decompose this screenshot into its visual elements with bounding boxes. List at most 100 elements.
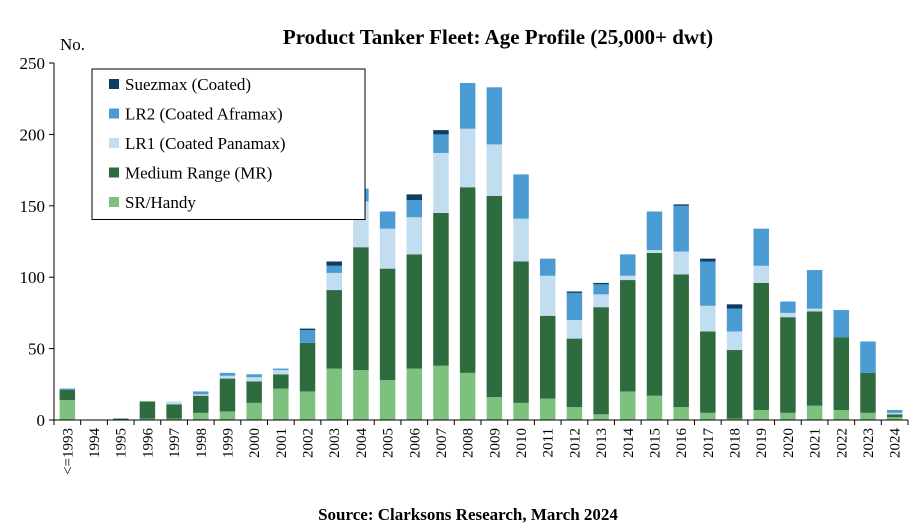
bar-sr-handy-2005 (379, 380, 396, 420)
bar-sr-handy-2010 (513, 402, 529, 420)
bar-lr2-coated-aframax-2016 (673, 205, 689, 252)
bar-sr-handy-2017 (700, 412, 716, 420)
bar-lr1-coated-panamax-1999 (219, 375, 236, 379)
bar-medium-range-mr-2018 (726, 350, 743, 419)
y-tick-label-50: 50 (28, 340, 45, 359)
bar-lr1-coated-panamax-2024 (886, 412, 903, 415)
bar-lr1-coated-panamax-2008 (459, 128, 476, 188)
bar-lr2-coated-aframax-2011 (539, 258, 556, 276)
bar-sr-handy-1998 (193, 412, 209, 420)
chart-title: Product Tanker Fleet: Age Profile (25,00… (283, 25, 713, 49)
bar-lr1-coated-panamax-2018 (726, 331, 743, 351)
y-tick-label-200: 200 (20, 125, 46, 144)
bar-lr2-coated-aframax-2022 (833, 310, 850, 338)
bar-medium-range-mr-2013 (593, 307, 609, 415)
x-tick-label-2020: 2020 (781, 428, 797, 458)
x-tick-label-2010: 2010 (514, 428, 530, 458)
bar-lr2-coated-aframax-2000 (246, 374, 262, 378)
bar-medium-range-mr-2008 (459, 187, 476, 373)
bar-sr-handy-2002 (299, 391, 316, 420)
y-tick-label-0: 0 (37, 411, 46, 430)
bar-medium-range-mr-1995 (112, 418, 129, 420)
bar-sr-handy-2006 (406, 368, 423, 420)
bar-lr1-coated-panamax-2019 (753, 265, 769, 283)
bar-lr2-coated-aframax-2003 (326, 265, 342, 273)
bar-medium-range-mr-2007 (433, 212, 449, 366)
bar-lr1-coated-panamax-2011 (539, 275, 556, 316)
bar-sr-handy-2009 (486, 397, 503, 420)
bar-lr1-coated-panamax-2012 (566, 320, 583, 339)
bar-medium-range-mr-2006 (406, 254, 423, 369)
bar-suezmax-coated-2006 (406, 194, 423, 201)
bar-medium-range-mr-2024 (886, 414, 903, 418)
bar-medium-range-mr-2001 (273, 374, 289, 389)
bar-lr1-coated-panamax-2003 (326, 272, 342, 291)
legend-label-lr1-coated-panamax: LR1 (Coated Panamax) (125, 134, 286, 153)
bar-lr2-coated-aframax-2021 (806, 270, 823, 309)
bar-lr1-coated-panamax-2000 (246, 377, 262, 382)
bar-lr2-coated-aframax-2014 (620, 254, 636, 276)
x-tick-label-2022: 2022 (834, 428, 850, 458)
x-tick-label-2024: 2024 (888, 428, 904, 459)
bar-lr1-coated-panamax-1997 (166, 401, 182, 405)
bar-medium-range-mr-2005 (379, 268, 396, 381)
bar-suezmax-coated-2007 (433, 130, 449, 135)
bar-lr1-coated-panamax-2021 (806, 308, 823, 312)
x-tick-label-2009: 2009 (487, 428, 503, 458)
bar-sr-handy-2016 (673, 407, 689, 420)
x-tick-label-2000: 2000 (247, 428, 263, 458)
bar-sr-handy-2024 (886, 417, 903, 420)
bar-lr2-coated-aframax-2009 (486, 87, 503, 145)
x-tick-label-2006: 2006 (407, 428, 423, 459)
bar-sr-handy-2007 (433, 365, 449, 420)
bar-suezmax-coated-2018 (726, 304, 743, 309)
bar-lr2-coated-aframax-2020 (780, 301, 796, 313)
bar-suezmax-coated-2003 (326, 261, 342, 266)
bar-medium-range-mr-2015 (646, 252, 663, 396)
x-tick-label-1995: 1995 (114, 428, 130, 458)
x-tick-label-1994: 1994 (87, 428, 103, 459)
bar-medium-range-mr-2014 (620, 280, 636, 392)
x-tick-label-2005: 2005 (381, 428, 397, 458)
bar-lr2-coated-aframax-1999 (219, 372, 236, 376)
legend-swatch-sr-handy (109, 197, 119, 207)
bar-medium-range-mr-1993 (59, 390, 76, 401)
bar-medium-range-mr-2004 (353, 247, 369, 371)
bar-lr1-coated-panamax-2020 (780, 312, 796, 318)
x-tick-label-2021: 2021 (808, 428, 824, 458)
bar-medium-range-mr-1997 (166, 404, 182, 419)
bar-suezmax-coated-2013 (593, 282, 609, 285)
bar-sr-handy-2000 (246, 402, 262, 420)
bar-sr-handy-2013 (593, 414, 609, 420)
bar-medium-range-mr-2011 (539, 315, 556, 399)
bar-sr-handy-2018 (726, 418, 743, 420)
x-tick-label-2007: 2007 (434, 428, 450, 459)
legend: Suezmax (Coated) LR2 (Coated Aframax) LR1 … (91, 68, 366, 220)
x-tick-label-2015: 2015 (647, 428, 663, 458)
x-tick-label-2012: 2012 (567, 428, 583, 458)
bar-lr2-coated-aframax-2017 (700, 261, 716, 306)
x-tick-label-2001: 2001 (274, 428, 290, 458)
legend-box (91, 68, 366, 220)
legend-swatch-lr1-coated-panamax (109, 138, 119, 148)
bar-lr1-coated-panamax-1998 (193, 394, 209, 396)
x-tick-label-2023: 2023 (861, 428, 877, 458)
x-tick-label-2013: 2013 (594, 428, 610, 458)
bar-medium-range-mr-2020 (780, 317, 796, 413)
bar-medium-range-mr-2003 (326, 290, 342, 369)
bar-medium-range-mr-1999 (219, 378, 236, 412)
bar-medium-range-mr-1996 (139, 401, 156, 419)
x-tick-label-2003: 2003 (327, 428, 343, 458)
x-tick-label-2019: 2019 (754, 428, 770, 458)
x-tick-label-2018: 2018 (728, 428, 744, 458)
legend-swatch-medium-range-mr (109, 167, 119, 178)
bar-sr-handy-2022 (833, 410, 850, 420)
bar-lr2-coated-aframax-2006 (406, 200, 423, 218)
bar-medium-range-mr-2009 (486, 195, 503, 398)
legend-swatch-lr2-coated-aframax (109, 108, 119, 119)
bar-medium-range-mr-2000 (246, 381, 262, 403)
bar-sr-handy-1999 (219, 411, 236, 420)
y-tick-label-100: 100 (20, 268, 46, 287)
bar-lr2-coated-aframax-2007 (433, 134, 449, 153)
